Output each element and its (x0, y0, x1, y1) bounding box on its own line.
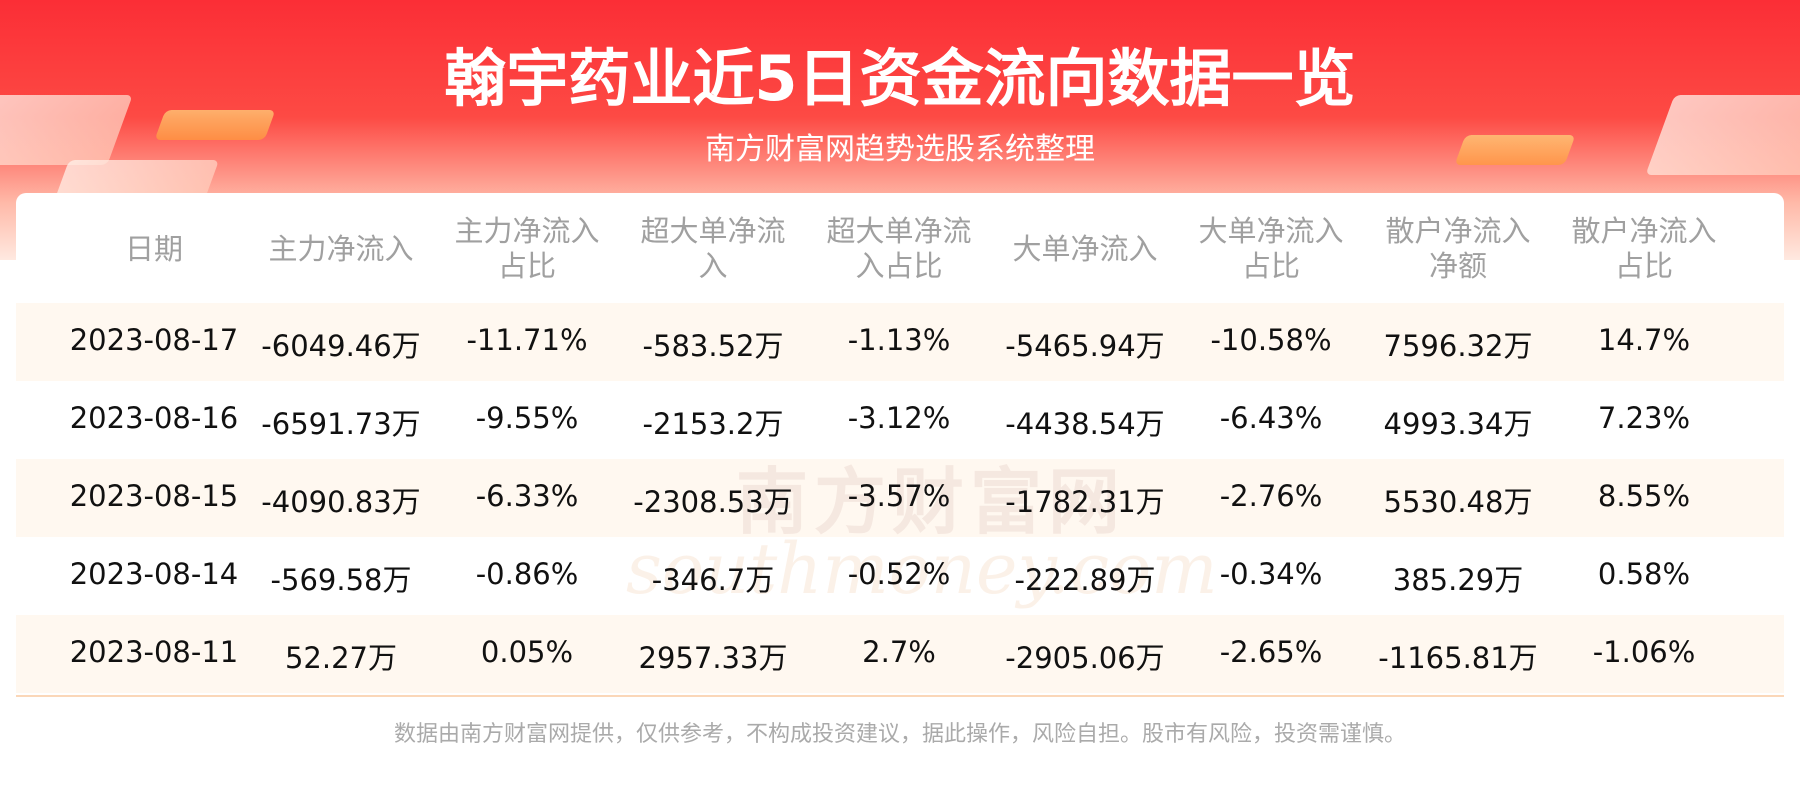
table-cell: 2023-08-11 (69, 635, 239, 669)
table-cell: -4090.83万 (261, 485, 421, 519)
table-cell: 2023-08-14 (69, 557, 239, 591)
table-cell: -1.06% (1592, 635, 1696, 669)
table-panel: 南方财富网 southmoney.com 日期 主力净流入 主力净流入占比 超大单净流入超… (16, 193, 1784, 697)
column-header: 大单净流入占比 (1198, 214, 1344, 283)
title: 翰宇药业近5日资金流向数据一览 (444, 42, 1356, 115)
column-header: 大单净流入 (1012, 231, 1158, 266)
table-cell: 2023-08-15 (69, 479, 239, 513)
table-cell: -2.65% (1219, 635, 1323, 669)
table-cell: 0.05% (480, 635, 574, 669)
watermark: southmoney.com (626, 528, 1218, 610)
table-cell: -11.71% (466, 323, 588, 357)
table-cell: 4993.34万 (1383, 407, 1533, 441)
table-cell: -583.52万 (642, 329, 784, 363)
disclaimer: 数据由南方财富网提供，仅供参考，不构成投资建议，据此操作，风险自担。股市有风险，… (393, 722, 1406, 747)
table-cell: -10.58% (1210, 323, 1332, 357)
table-cell: 2.7% (862, 635, 936, 669)
table-cell: 5530.48万 (1383, 485, 1533, 519)
table-cell: -1165.81万 (1378, 641, 1538, 675)
column-header: 超大单净流入 (640, 214, 786, 283)
table-cell: -6.43% (1219, 401, 1323, 435)
table-cell: -9.55% (475, 401, 579, 435)
table-cell: 7596.32万 (1383, 329, 1533, 363)
table-cell: -569.58万 (270, 563, 412, 597)
column-header: 主力净流入占比 (454, 214, 600, 283)
column-header: 散户净流入净额 (1385, 214, 1531, 283)
column-header: 主力净流入 (268, 231, 414, 266)
table-cell: -346.7万 (651, 563, 775, 597)
table-cell: 7.23% (1597, 401, 1691, 435)
table-cell: -2153.2万 (642, 407, 784, 441)
table-cell: -3.57% (847, 479, 951, 513)
column-header: 超大单净流入占比 (826, 214, 972, 283)
row-background (16, 303, 1784, 381)
table-cell: -6.33% (475, 479, 579, 513)
table-cell: 52.27万 (284, 641, 398, 675)
watermark: 南方财富网 (736, 460, 1127, 544)
table-cell: 8.55% (1597, 479, 1691, 513)
table-cell: 0.58% (1597, 557, 1691, 591)
table-cell: -2.76% (1219, 479, 1323, 513)
table-cell: 2023-08-16 (69, 401, 239, 435)
table-cell: 385.29万 (1392, 563, 1524, 597)
column-header: 日期 (124, 231, 183, 266)
table-cell: -3.12% (847, 401, 951, 435)
row-background (16, 615, 1784, 693)
column-header: 散户净流入占比 (1571, 214, 1717, 283)
table-cell: -1782.31万 (1005, 485, 1165, 519)
table-cell: -6591.73万 (261, 407, 421, 441)
table-cell: -6049.46万 (261, 329, 421, 363)
table-cell: -0.86% (475, 557, 579, 591)
table-cell: -5465.94万 (1005, 329, 1165, 363)
row-background (16, 459, 1784, 537)
table-cell: -1.13% (847, 323, 951, 357)
table-cell: -2905.06万 (1005, 641, 1165, 675)
table-cell: -0.34% (1219, 557, 1323, 591)
table-cell: 2023-08-17 (69, 323, 239, 357)
table-cell: -4438.54万 (1005, 407, 1165, 441)
table-cell: 2957.33万 (638, 641, 788, 675)
table-cell: -2308.53万 (633, 485, 793, 519)
table-cell: -0.52% (847, 557, 951, 591)
table-cell: -222.89万 (1014, 563, 1156, 597)
subtitle: 南方财富网趋势选股系统整理 (705, 132, 1095, 167)
table-cell: 14.7% (1597, 323, 1691, 357)
